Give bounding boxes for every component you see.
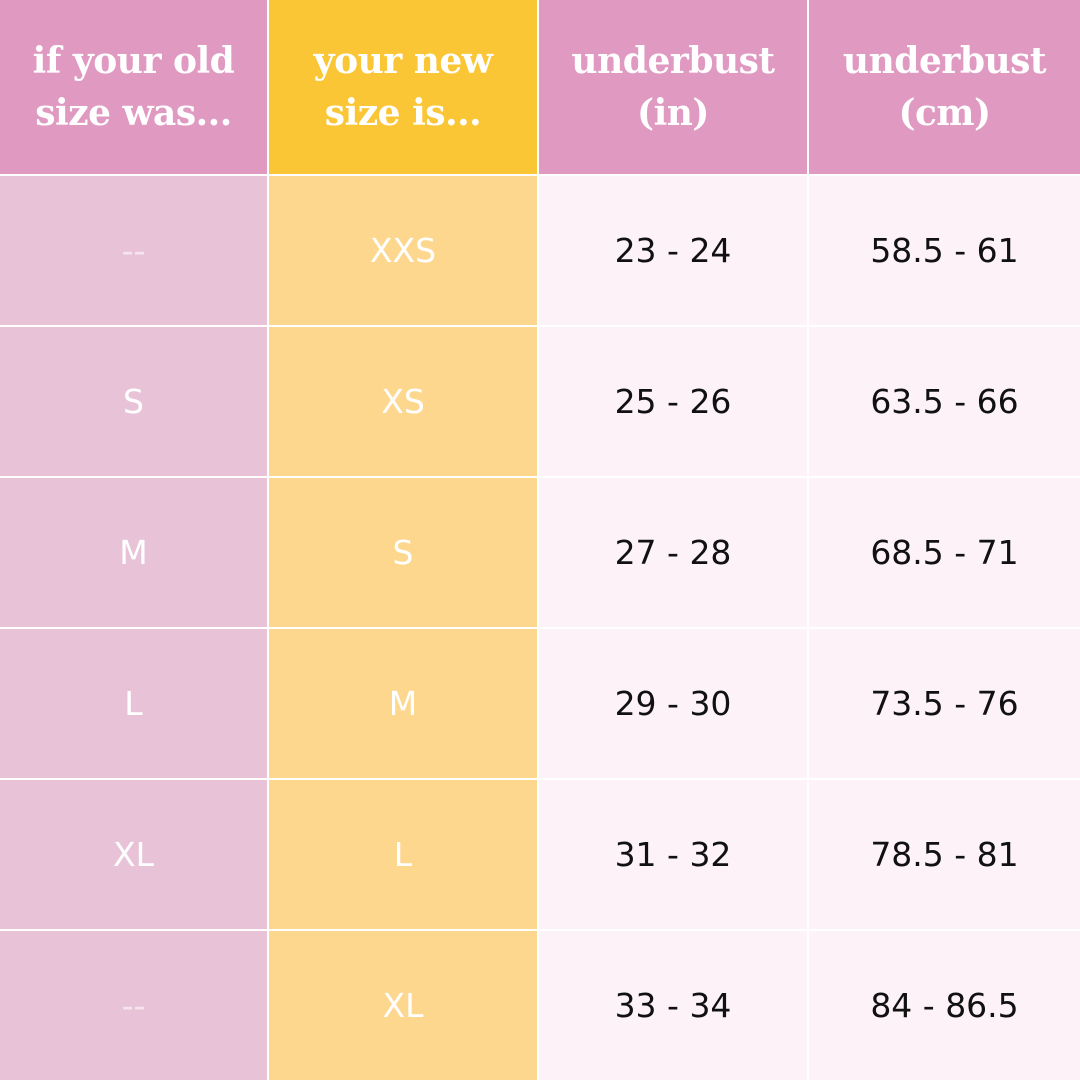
underbust-cm-cell: 63.5 - 66: [809, 327, 1080, 478]
header-old-size: if your old size was...: [0, 0, 269, 176]
underbust-in-cell: 31 - 32: [539, 780, 809, 931]
underbust-cm-cell: 78.5 - 81: [809, 780, 1080, 931]
header-old-size-line2: size was...: [35, 92, 232, 134]
new-size-cell: S: [269, 478, 539, 629]
header-new-size-line2: size is...: [324, 92, 482, 134]
new-size-cell: L: [269, 780, 539, 931]
old-size-cell: S: [0, 327, 269, 478]
new-size-cell: XS: [269, 327, 539, 478]
new-size-cell: M: [269, 629, 539, 780]
underbust-cm-cell: 68.5 - 71: [809, 478, 1080, 629]
new-size-cell: XXS: [269, 176, 539, 327]
header-underbust-cm: underbust (cm): [809, 0, 1080, 176]
header-new-size-line1: your new: [313, 39, 493, 82]
underbust-in-cell: 23 - 24: [539, 176, 809, 327]
header-new-size: your new size is...: [269, 0, 539, 176]
header-underbust-in: underbust (in): [539, 0, 809, 176]
header-underbust-in-line2: (in): [637, 92, 709, 134]
header-underbust-cm-line2: (cm): [898, 92, 991, 134]
underbust-in-cell: 25 - 26: [539, 327, 809, 478]
header-underbust-cm-line1: underbust: [842, 39, 1047, 82]
header-old-size-line1: if your old: [32, 39, 235, 82]
new-size-cell: XL: [269, 931, 539, 1080]
old-size-cell: XL: [0, 780, 269, 931]
old-size-cell: L: [0, 629, 269, 780]
old-size-cell: --: [0, 176, 269, 327]
underbust-in-cell: 27 - 28: [539, 478, 809, 629]
old-size-cell: M: [0, 478, 269, 629]
underbust-in-cell: 29 - 30: [539, 629, 809, 780]
underbust-cm-cell: 73.5 - 76: [809, 629, 1080, 780]
header-underbust-in-line1: underbust: [571, 39, 775, 82]
underbust-in-cell: 33 - 34: [539, 931, 809, 1080]
underbust-cm-cell: 84 - 86.5: [809, 931, 1080, 1080]
underbust-cm-cell: 58.5 - 61: [809, 176, 1080, 327]
old-size-cell: --: [0, 931, 269, 1080]
